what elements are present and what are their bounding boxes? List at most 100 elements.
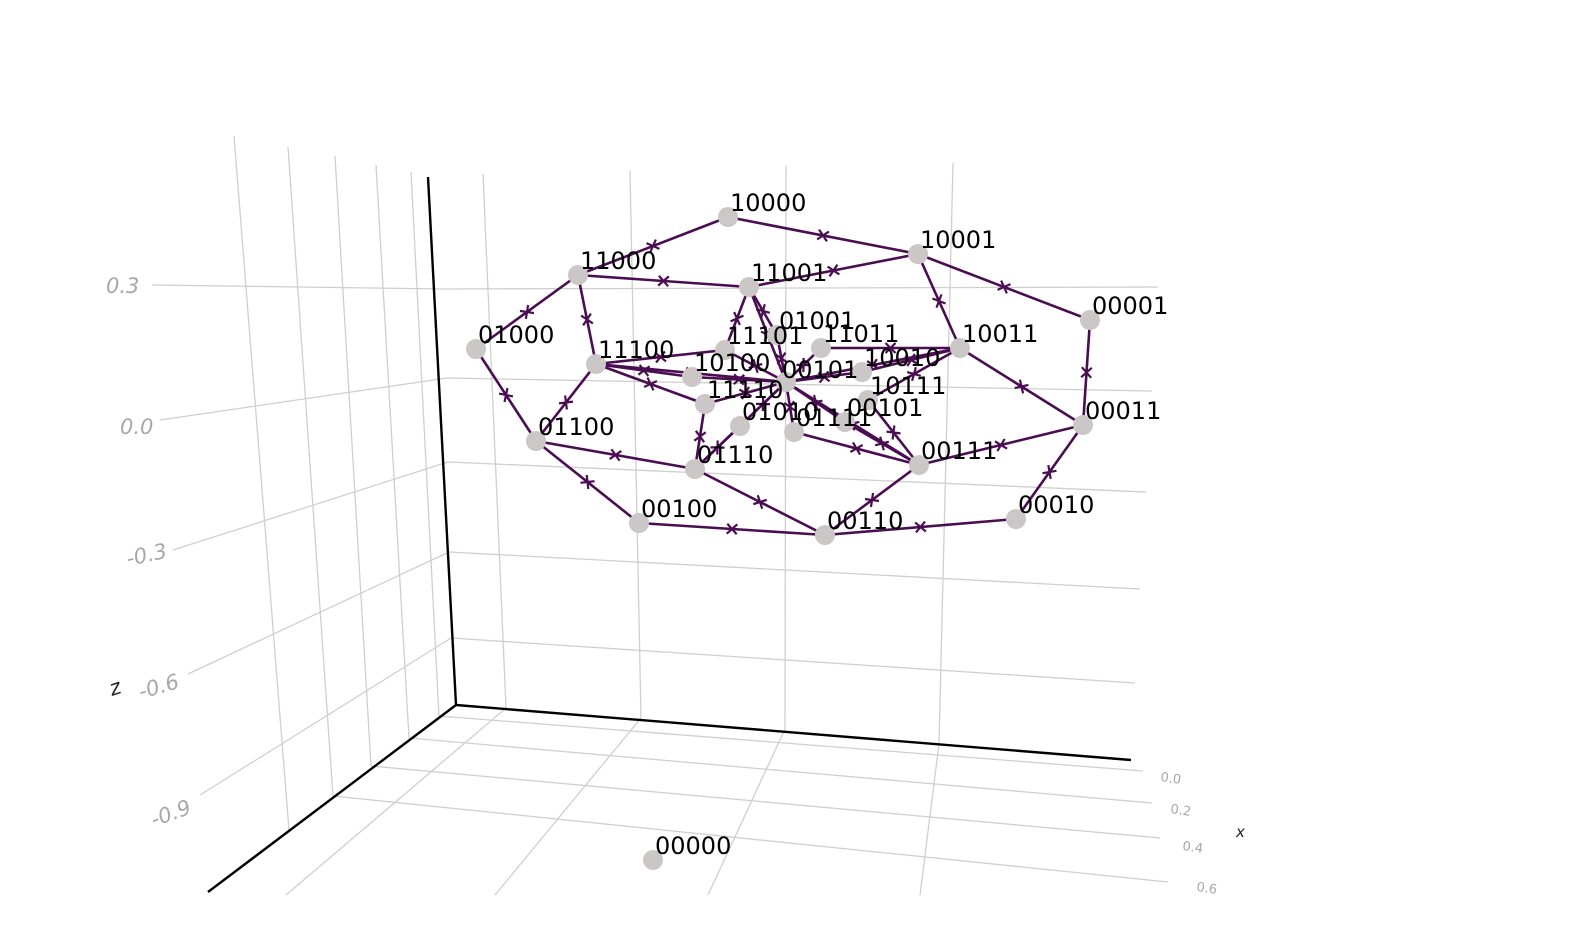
- graph-node-label: 11100: [598, 336, 674, 364]
- graph-edge: [824, 463, 920, 537]
- grid-line: [375, 164, 410, 739]
- graph-edge: [844, 420, 920, 467]
- x-axis-title: x: [1235, 823, 1245, 841]
- grid-line: [784, 165, 787, 730]
- graph-edge: [867, 346, 961, 402]
- grid-line: [187, 551, 450, 675]
- grid-line: [919, 743, 940, 896]
- graph-node-label: 10001: [920, 226, 996, 254]
- graph-node: [739, 277, 759, 297]
- edge-arrow-marker: [886, 425, 901, 440]
- graph-node-label: 11110: [707, 376, 783, 404]
- graph-node: [586, 354, 606, 374]
- graph-node: [1080, 310, 1100, 330]
- graph-node-label: 00001: [1092, 292, 1168, 320]
- graph-node: [685, 459, 705, 479]
- graph-edge: [694, 467, 826, 537]
- graph-edge: [959, 346, 1084, 427]
- graph-edge: [576, 274, 598, 365]
- edge-arrow-marker: [725, 522, 739, 536]
- grid-line: [287, 146, 334, 797]
- x-tick-label: 0.4: [1181, 839, 1204, 857]
- graph-node-label: 00101: [847, 394, 923, 422]
- edge-arrow-marker: [748, 358, 763, 374]
- graph-edge: [595, 348, 726, 366]
- edge-arrow-marker: [646, 239, 660, 253]
- edge-arrow-marker: [693, 430, 707, 443]
- graph-edge: [535, 439, 696, 471]
- graph-edge: [748, 252, 919, 289]
- x-tick-label: 0.0: [1159, 770, 1182, 788]
- edge-arrow-marker: [519, 304, 535, 320]
- edge-arrow-marker: [657, 274, 670, 288]
- graph-edge: [693, 403, 707, 470]
- graph-node-label: 10100: [694, 349, 770, 377]
- edge-arrow-marker: [874, 436, 890, 451]
- graph-node: [695, 394, 715, 414]
- axis-lines: [207, 176, 1132, 893]
- graph-edge: [918, 423, 1084, 467]
- graph-nodes: [466, 207, 1100, 870]
- y-axis-line: [207, 704, 457, 893]
- graph-node: [909, 455, 929, 475]
- grid-line: [450, 637, 1136, 684]
- graph-node: [629, 513, 649, 533]
- x-tick-label: 0.2: [1169, 802, 1192, 820]
- edge-arrow-marker: [498, 387, 514, 403]
- graph-edge: [577, 215, 729, 277]
- edge-arrow-marker: [808, 394, 823, 410]
- edge-arrow-marker: [738, 386, 753, 400]
- graph-edge: [1014, 424, 1085, 520]
- graph-node-label: 10000: [730, 189, 806, 217]
- graph-edge: [821, 342, 960, 354]
- graph-node-label: 01110: [697, 441, 773, 469]
- edge-arrow-marker: [609, 448, 622, 462]
- graph-node-label: 11011: [823, 320, 899, 348]
- grid-lines: [151, 135, 1169, 896]
- graph-edge: [824, 517, 1017, 537]
- graph-node: [682, 367, 702, 387]
- edge-arrow-marker: [816, 229, 830, 242]
- graph-node-label: 00100: [641, 495, 717, 523]
- grid-line: [707, 728, 786, 896]
- graph-node: [730, 416, 750, 436]
- graph-node-label: 01111: [796, 404, 872, 432]
- grid-line: [629, 170, 642, 719]
- grid-line: [199, 637, 452, 796]
- graph-edge: [727, 215, 919, 256]
- graph-node: [767, 325, 787, 345]
- graph-node-label: 01000: [478, 321, 554, 349]
- graph-edge: [534, 363, 598, 442]
- graph-node-label: 11001: [751, 259, 827, 287]
- graph-node-label: 11000: [580, 247, 656, 275]
- edge-arrow-marker: [864, 492, 880, 508]
- graph-edge: [535, 439, 640, 525]
- graph-edge: [475, 273, 579, 351]
- edge-arrow-marker: [827, 264, 840, 277]
- edge-arrow-marker: [906, 366, 922, 382]
- grid-line: [447, 461, 1147, 493]
- graph-node: [908, 244, 928, 264]
- graph-edge: [704, 380, 787, 406]
- graph-node: [858, 390, 878, 410]
- graph-node: [715, 340, 735, 360]
- z-tick-label: -0.6: [136, 669, 182, 703]
- edge-arrow-marker: [730, 311, 744, 326]
- graph-node: [1073, 415, 1093, 435]
- edge-arrow-marker: [654, 350, 667, 364]
- graph-edge: [785, 380, 846, 424]
- graph-node-label: 11101: [727, 322, 803, 350]
- edge-arrow-marker: [1080, 366, 1093, 379]
- graph-node: [950, 338, 970, 358]
- edge-arrow-marker: [932, 294, 946, 308]
- edge-arrow-marker: [994, 438, 1008, 452]
- grid-line: [438, 715, 1144, 772]
- graph-edge: [724, 348, 787, 384]
- graph-edge: [691, 373, 787, 386]
- z-tick-label: 0.3: [106, 274, 139, 298]
- grid-line: [172, 461, 449, 551]
- graph-edge: [723, 286, 751, 351]
- grid-line: [448, 551, 1141, 590]
- graph-node: [718, 207, 738, 227]
